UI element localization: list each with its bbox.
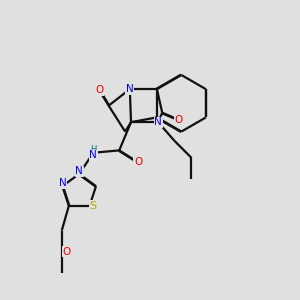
Text: O: O (95, 85, 103, 95)
Text: S: S (89, 201, 97, 211)
Text: N: N (89, 150, 97, 160)
Text: O: O (134, 157, 142, 167)
Text: H: H (90, 145, 97, 154)
Text: N: N (58, 178, 66, 188)
Text: O: O (62, 247, 70, 257)
Text: N: N (75, 166, 83, 176)
Text: N: N (154, 117, 162, 127)
Text: O: O (175, 115, 183, 125)
Text: N: N (126, 84, 134, 94)
